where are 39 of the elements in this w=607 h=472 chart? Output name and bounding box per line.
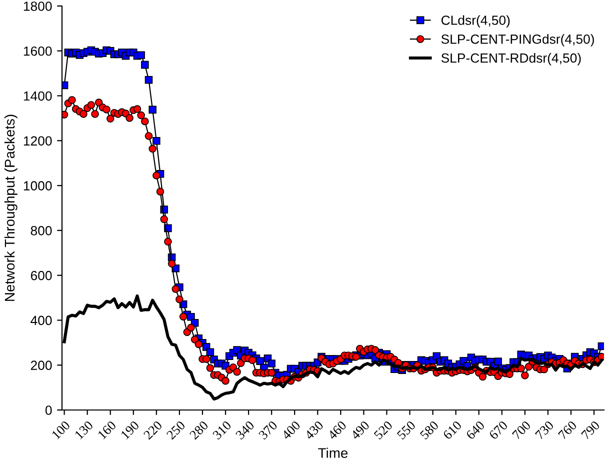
x-tick-label: 790 xyxy=(580,420,600,440)
x-tick-label: 580 xyxy=(420,420,440,440)
x-tick-label: 280 xyxy=(189,420,209,440)
y-tick-label: 400 xyxy=(30,316,52,326)
y-tick-label: 600 xyxy=(30,270,52,280)
y-tick-label: 1200 xyxy=(24,136,52,146)
y-tick-label: 800 xyxy=(30,226,52,236)
x-tick-label: 310 xyxy=(212,420,232,440)
x-tick-label: 100 xyxy=(51,420,71,440)
y-tick-label: 1000 xyxy=(24,181,52,190)
x-tick-label: 520 xyxy=(374,420,393,440)
x-axis-title: Time xyxy=(318,448,348,458)
y-tick-label: 1800 xyxy=(24,2,52,11)
y-tick-label: 200 xyxy=(30,360,52,370)
x-tick-label: 730 xyxy=(534,420,554,440)
x-tick-label: 370 xyxy=(258,420,278,440)
x-tick-label: 400 xyxy=(281,420,301,440)
x-tick-label: 250 xyxy=(166,420,186,440)
x-tick-label: 670 xyxy=(488,420,508,440)
y-tick-label: 0 xyxy=(45,406,52,415)
legend-label: CLdsr(4,50) xyxy=(441,15,510,28)
x-tick-label: 190 xyxy=(120,420,140,440)
x-tick-label: 490 xyxy=(350,420,370,440)
x-tick-label: 340 xyxy=(235,420,255,440)
x-tick-label: 130 xyxy=(74,420,94,440)
x-tick-label: 610 xyxy=(442,420,462,440)
legend-label: SLP-CENT-PINGdsr(4,50) xyxy=(441,34,594,46)
y-tick-label: 1600 xyxy=(24,46,52,56)
y-tick-label: 1400 xyxy=(24,91,52,101)
x-tick-label: 550 xyxy=(396,420,416,440)
x-tick-label: 160 xyxy=(97,420,117,440)
x-tick-label: 460 xyxy=(327,420,347,440)
x-tick-label: 430 xyxy=(304,420,324,440)
y-axis-title: Network Throughput (Packets) xyxy=(4,114,18,301)
legend-label: SLP-CENT-RDdsr(4,50) xyxy=(441,53,581,66)
x-tick-label: 640 xyxy=(466,420,486,440)
x-tick-label: 760 xyxy=(558,420,578,440)
x-tick-label: 700 xyxy=(512,420,532,440)
x-tick-label: 220 xyxy=(143,420,163,440)
